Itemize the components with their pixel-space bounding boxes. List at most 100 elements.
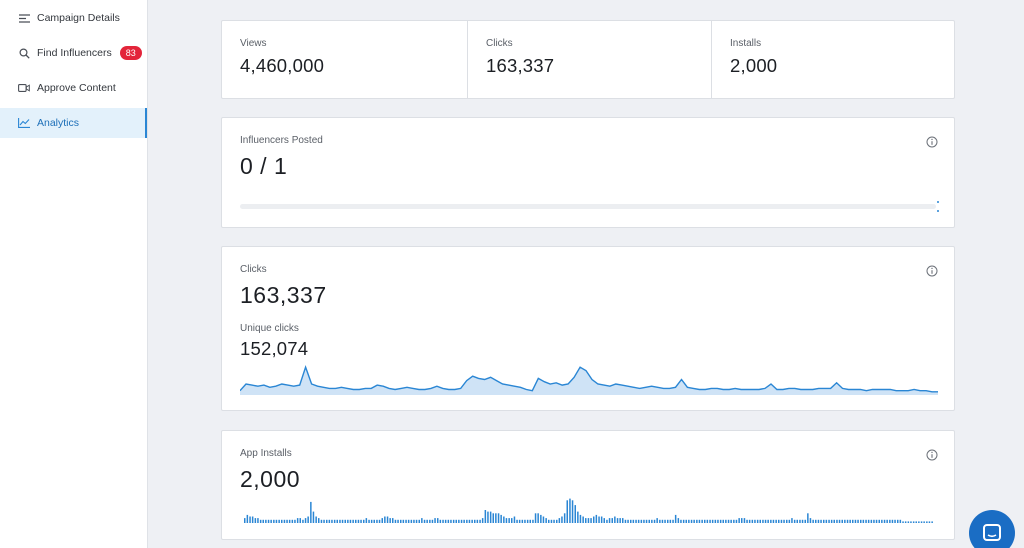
installs-bar [273,519,275,523]
installs-bar [556,519,558,523]
installs-value: 2,000 [730,55,778,76]
sidebar-item-approve-content[interactable]: Approve Content [0,73,147,103]
notification-badge: 83 [119,46,142,60]
installs-bar [381,518,383,523]
installs-bar [394,519,397,523]
installs-bar [378,519,381,523]
installs-bar [318,518,320,523]
installs-bar [542,516,545,523]
installs-bar [719,519,722,523]
installs-bar [278,519,280,523]
installs-bar [598,516,600,523]
installs-bar [865,519,867,523]
sidebar-item-label: Approve Content [37,82,116,94]
installs-bar [545,518,547,523]
summary-stats-card: Views 4,460,000 Clicks 163,337 Installs … [221,20,955,99]
installs-bar [442,519,444,523]
installs-bar [854,519,857,523]
installs-bar [910,521,912,523]
installs-bar [400,519,402,523]
installs-bar [875,519,878,523]
installs-bar [299,518,301,523]
installs-stat: Installs 2,000 [711,21,954,98]
installs-bar [762,519,764,523]
installs-bar [540,514,542,523]
installs-bar [838,519,841,523]
installs-bar [931,521,933,523]
sidebar-item-label: Analytics [37,117,80,129]
installs-bar [645,519,648,523]
installs-bar [661,519,664,523]
installs-bar [912,521,915,523]
installs-bar [566,500,568,523]
installs-bar [788,519,791,523]
info-icon[interactable] [926,448,938,461]
installs-bar [595,514,598,523]
info-icon[interactable] [926,264,938,277]
installs-bar [439,519,442,523]
installs-bar [778,519,780,523]
views-stat: Views 4,460,000 [222,21,467,98]
installs-bar [717,519,719,523]
installs-bar [558,518,561,523]
influencers-posted-label: Influencers Posted [240,135,323,146]
installs-bar [474,519,476,523]
installs-bar [886,519,888,523]
installs-bar [402,519,405,523]
installs-bar [569,498,571,523]
sidebar: Campaign Details Find Influencers 83 App… [0,0,148,548]
installs-bar [368,519,370,523]
sidebar-item-find-influencers[interactable]: Find Influencers 83 [0,38,147,68]
installs-bar [481,518,484,523]
installs-bar [614,516,616,523]
installs-bar [804,519,806,523]
installs-bar [593,516,595,523]
app-installs-card: App Installs 2,000 [221,430,955,540]
installs-bar [579,514,582,523]
installs-bar [452,519,455,523]
installs-bar [307,516,309,523]
installs-bar [659,519,661,523]
installs-bar [489,511,492,523]
installs-bar [801,519,804,523]
installs-bar [450,519,452,523]
installs-bar [466,519,468,523]
installs-bar [738,518,740,523]
installs-bar [889,519,891,523]
views-label: Views [240,38,267,49]
installs-bar [516,519,518,523]
sidebar-item-campaign-details[interactable]: Campaign Details [0,3,147,33]
installs-bar [495,513,497,523]
installs-bar [418,519,420,523]
installs-bar [373,519,375,523]
installs-bar [674,514,677,523]
installs-bar [815,519,817,523]
installs-bar [606,519,608,523]
installs-bar [809,518,812,523]
installs-bar [860,519,862,523]
installs-bar [664,519,666,523]
sidebar-item-analytics[interactable]: Analytics [0,108,147,138]
installs-bar [476,519,479,523]
chat-icon [983,524,1001,541]
installs-bar [392,518,394,523]
installs-bar [711,519,714,523]
installs-bar [500,514,502,523]
installs-bar [624,519,627,523]
installs-bar [830,519,833,523]
installs-bar [352,519,354,523]
installs-bar [920,521,923,523]
installs-bar [894,519,896,523]
installs-bar [780,519,783,523]
installs-bar [727,519,730,523]
installs-bar [246,514,249,523]
installs-bar [770,519,772,523]
installs-bar [748,519,751,523]
info-icon[interactable] [926,135,938,148]
installs-bar [262,519,264,523]
installs-bar [883,519,886,523]
installs-bar [643,519,645,523]
installs-label: Installs [730,38,762,49]
chat-launcher-button[interactable] [969,510,1015,548]
progress-end-marker [937,201,939,212]
